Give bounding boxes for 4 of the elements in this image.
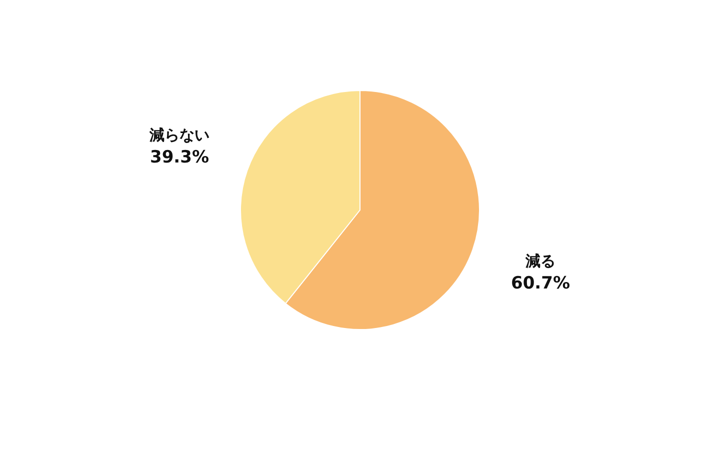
slice-label: 減らない [148,126,210,144]
slice-label: 減る [524,252,556,270]
data-label: 60.7% [511,273,570,294]
data-label: 39.3% [150,147,209,168]
